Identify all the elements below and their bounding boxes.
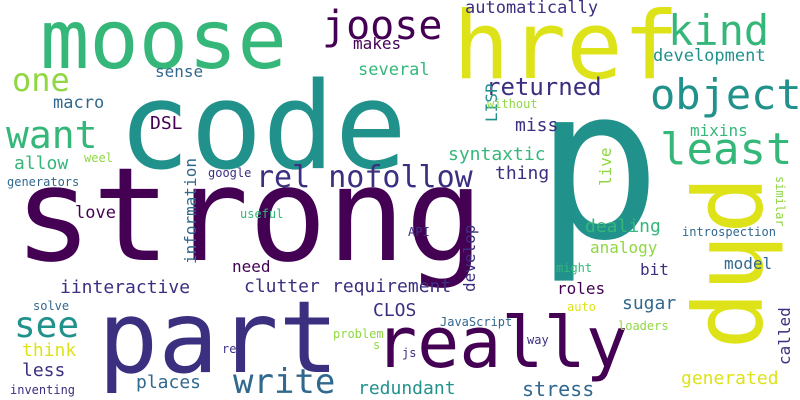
word-useful: useful (240, 207, 284, 221)
word-stress: stress (522, 377, 595, 400)
word-href: href (453, 0, 680, 101)
word-redundant: redundant (358, 378, 456, 399)
word-strong: strong (14, 139, 484, 291)
word-model: model (724, 254, 773, 273)
word-clos: CLOS (373, 300, 417, 321)
word-need: need (232, 257, 271, 276)
word-part: part (98, 279, 339, 396)
word-miss: miss (515, 115, 559, 136)
word-develop: develop (460, 224, 479, 292)
word-see: see (14, 305, 80, 346)
word-problem: problem (333, 327, 384, 341)
word-auto: auto (567, 300, 596, 314)
word-less: less (22, 360, 66, 381)
word-rel-nofollow: rel nofollow (256, 160, 473, 195)
word-loaders: loaders (618, 319, 669, 333)
word-might: might (556, 261, 593, 275)
word-p: p (535, 42, 662, 287)
word-generators: generators (7, 175, 80, 189)
word-returned: returned (486, 73, 602, 101)
word-inventing: inventing (10, 383, 76, 397)
word-generated: generated (681, 368, 779, 389)
word-makes: makes (353, 34, 402, 53)
word-mixins: mixins (690, 121, 748, 140)
word-analogy: analogy (590, 238, 658, 257)
word-similar: similar (773, 176, 787, 227)
word-thing: thing (495, 163, 550, 184)
word-iinteractive: iinteractive (60, 277, 191, 298)
word-dsl: DSL (150, 113, 183, 134)
word-joose: joose (322, 3, 443, 49)
word-without: without (487, 97, 538, 111)
word-called: called (775, 307, 794, 365)
word-solve: solve (33, 299, 70, 313)
word-really: really (375, 302, 628, 384)
word-think: think (22, 340, 77, 361)
word-code: code (118, 58, 407, 197)
word-several: several (358, 60, 430, 80)
word-introspection: introspection (682, 225, 776, 239)
word-object: object (650, 70, 800, 119)
word-requirement: requirement (332, 276, 452, 297)
word-s: s (373, 338, 381, 352)
word-allow: allow (14, 153, 69, 174)
word-way: way (527, 333, 549, 347)
word-write: write (233, 362, 336, 400)
word-places: places (136, 372, 202, 393)
word-love: love (75, 203, 116, 223)
word-want: want (6, 113, 98, 157)
word-js: js (402, 346, 417, 360)
word-google: google (208, 166, 252, 180)
word-dealing: dealing (585, 216, 661, 237)
word-sense: sense (155, 62, 204, 81)
word-sugar: sugar (622, 293, 677, 314)
word-bit: bit (640, 260, 669, 279)
word-macro: macro (53, 93, 105, 113)
word-development: development (653, 46, 766, 66)
word-api: API (408, 225, 430, 239)
word-least: least (660, 124, 793, 175)
word-automatically: automatically (465, 0, 599, 18)
word-clutter: clutter (244, 276, 320, 297)
word-roles: roles (557, 279, 606, 298)
word-moose: moose (40, 0, 287, 88)
word-kind: kind (668, 6, 770, 55)
word-weel: weel (84, 151, 113, 165)
word-javascript: JavaScript (440, 315, 513, 329)
word-live: live (596, 147, 615, 186)
word-information: information (181, 158, 200, 264)
word-one: one (12, 61, 70, 99)
word-syntaxtic: syntaxtic (448, 144, 546, 165)
word-re: re (222, 342, 237, 356)
